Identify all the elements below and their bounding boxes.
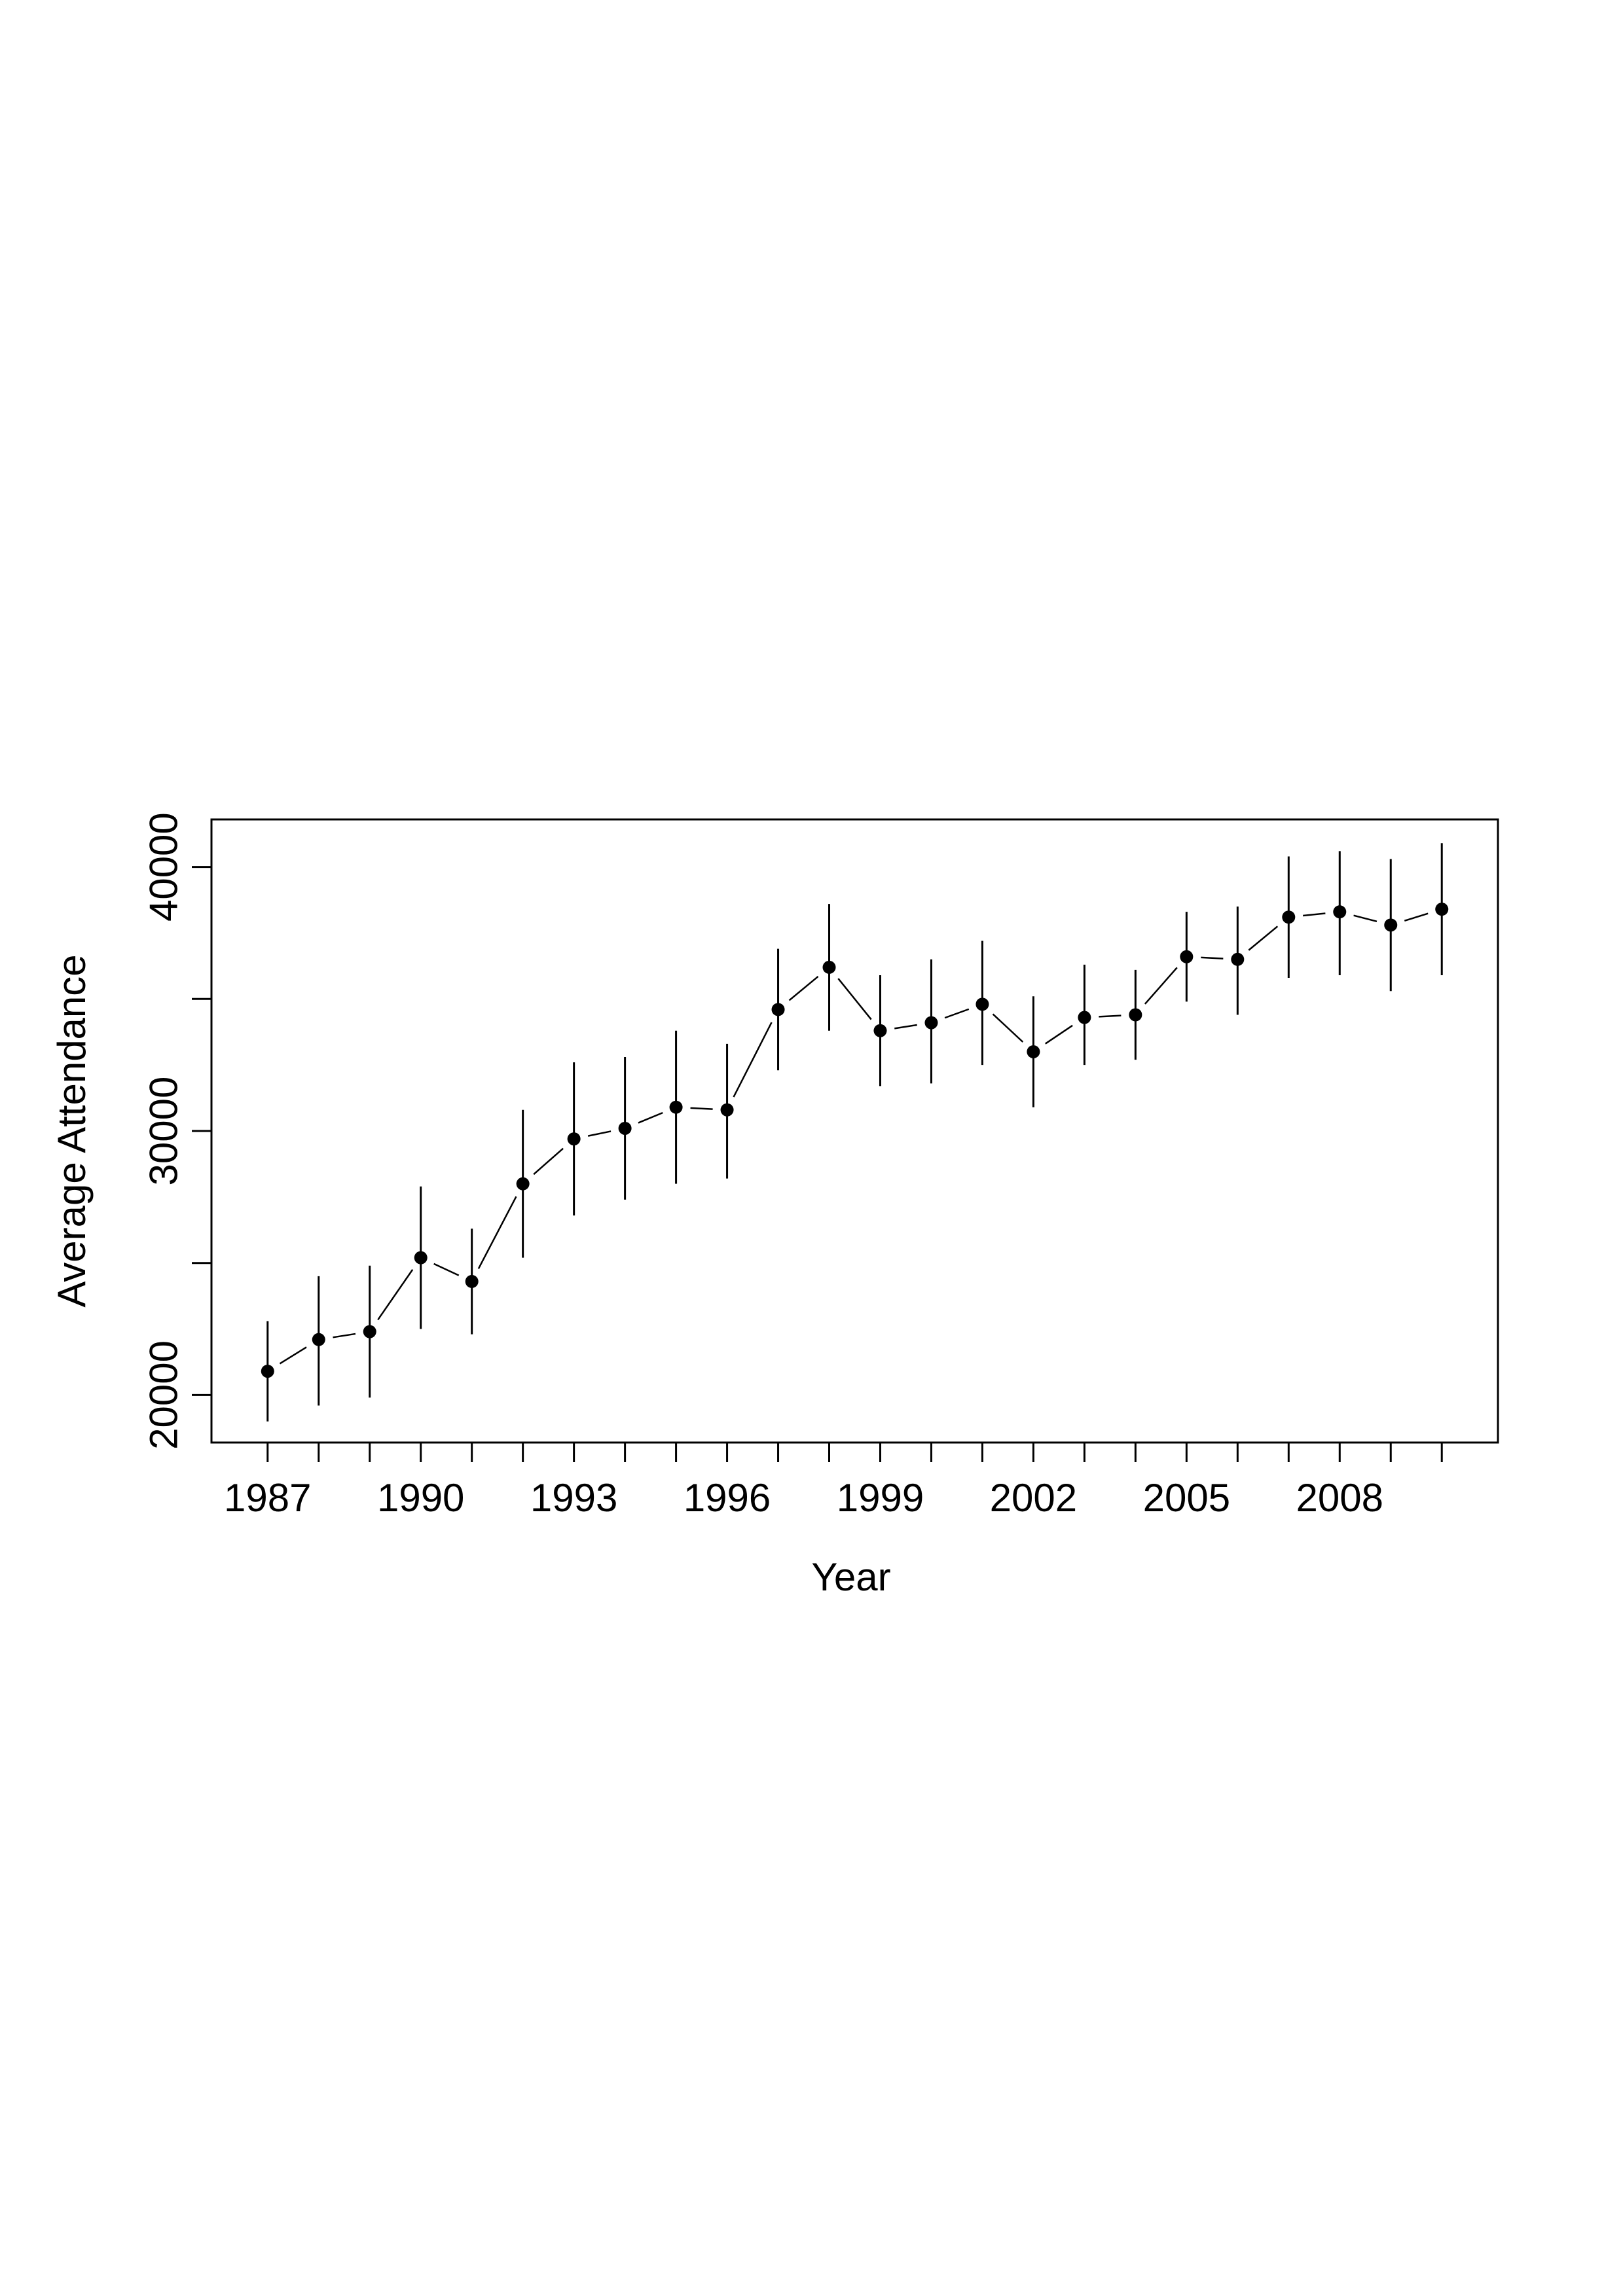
y-axis: 20000 30000 40000: [142, 812, 213, 1450]
data-point-2005: [1180, 950, 1194, 963]
line-segment-2009-2010: [1404, 912, 1429, 922]
x-tick-label-2002: 2002: [990, 1476, 1077, 1520]
line-segment-1987-1988: [279, 1346, 307, 1365]
line-segment-2002-2003: [1044, 1024, 1073, 1045]
line-segment-1995-1996: [690, 1107, 713, 1110]
line-segment-1989-1990: [377, 1269, 414, 1321]
data-point-2002: [1027, 1045, 1040, 1058]
x-tick-label-2005: 2005: [1143, 1476, 1230, 1520]
x-tick-label-1996: 1996: [684, 1476, 771, 1520]
data-point-1997: [771, 1003, 785, 1016]
data-point-1995: [669, 1100, 683, 1114]
data-point-2007: [1282, 910, 1296, 924]
error-bars: [266, 843, 1443, 1422]
line-segment-1999-2000: [894, 1024, 917, 1030]
data-point-1993: [567, 1132, 581, 1146]
data-point-1990: [414, 1251, 428, 1265]
line-segment-1988-1989: [333, 1333, 356, 1338]
connecting-line: [279, 912, 1429, 1365]
line-segment-1997-1998: [788, 975, 819, 1001]
x-tick-label-1999: 1999: [837, 1476, 924, 1520]
data-point-2009: [1384, 918, 1398, 932]
data-point-2010: [1435, 903, 1449, 916]
y-tick-label-40000: 40000: [142, 812, 186, 922]
y-axis-label: Average Attendance: [50, 954, 94, 1307]
y-tick-label-20000: 20000: [142, 1340, 186, 1450]
line-segment-1994-1995: [638, 1111, 663, 1124]
data-point-2008: [1333, 905, 1347, 919]
data-point-1998: [822, 960, 836, 974]
line-segment-1992-1993: [533, 1147, 564, 1175]
data-point-1994: [618, 1121, 632, 1135]
data-point-1989: [363, 1325, 376, 1338]
line-segment-1990-1991: [433, 1263, 460, 1276]
data-point-2001: [976, 997, 989, 1011]
line-segment-2008-2009: [1353, 914, 1377, 923]
line-segment-2007-2008: [1303, 912, 1326, 917]
x-axis-label: Year: [811, 1555, 890, 1599]
x-tick-label-2008: 2008: [1296, 1476, 1383, 1520]
data-point-1987: [261, 1365, 274, 1378]
line-segment-2006-2007: [1248, 925, 1279, 951]
data-points: [261, 903, 1449, 1378]
line-segment-2000-2001: [944, 1008, 970, 1019]
data-point-2006: [1231, 952, 1245, 966]
x-tick-label-1993: 1993: [530, 1476, 617, 1520]
y-tick-label-30000: 30000: [142, 1077, 186, 1186]
line-segment-1998-1999: [837, 978, 872, 1020]
line-segment-2001-2002: [992, 1013, 1024, 1043]
x-tick-label-1987: 1987: [224, 1476, 311, 1520]
data-point-1992: [516, 1177, 530, 1191]
line-segment-1993-1994: [587, 1130, 611, 1137]
line-segment-2003-2004: [1099, 1014, 1122, 1018]
plot-frame: [210, 818, 1499, 1444]
line-segment-1991-1992: [477, 1196, 517, 1270]
data-point-1996: [720, 1103, 734, 1117]
line-segment-2005-2006: [1201, 956, 1224, 960]
x-tick-label-1990: 1990: [377, 1476, 464, 1520]
data-point-1991: [465, 1274, 479, 1288]
line-segment-1996-1997: [733, 1022, 773, 1098]
x-axis: 1987 1990 1993 1996 1999 2002 2005 2008: [224, 1441, 1443, 1520]
data-point-2004: [1129, 1008, 1142, 1022]
data-point-1988: [312, 1333, 325, 1346]
line-segment-2004-2005: [1144, 967, 1178, 1005]
data-point-2003: [1078, 1011, 1091, 1024]
data-point-2000: [924, 1016, 938, 1030]
data-point-1999: [873, 1024, 887, 1037]
